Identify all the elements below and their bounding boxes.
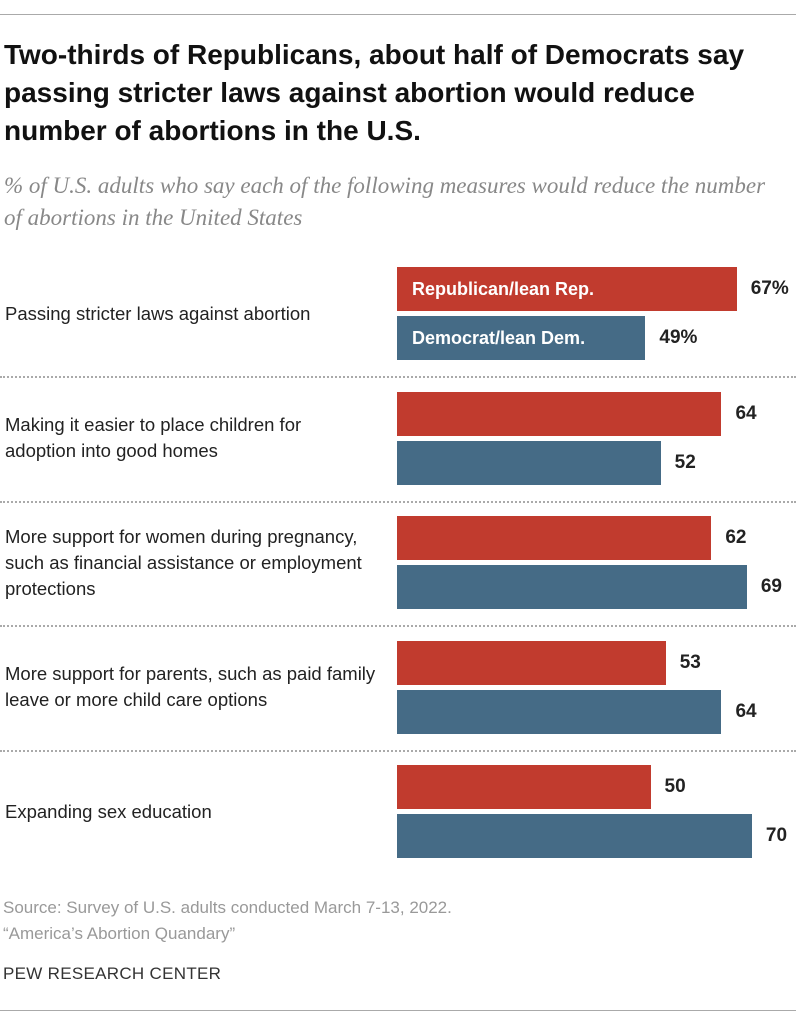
category-label: More support for parents, such as paid f… bbox=[5, 663, 376, 710]
category-label: Expanding sex education bbox=[5, 800, 212, 822]
bar bbox=[397, 391, 722, 436]
value-label: 64 bbox=[735, 402, 757, 424]
value-label: 53 bbox=[679, 651, 701, 673]
bar bbox=[397, 765, 651, 809]
category-label: Making it easier to place children for a… bbox=[5, 414, 302, 461]
category-label: More support for women during pregnancy,… bbox=[5, 525, 362, 599]
separator bbox=[0, 625, 796, 627]
bar bbox=[397, 267, 737, 311]
value-label: 64 bbox=[735, 700, 757, 722]
bar bbox=[397, 316, 646, 360]
category-label: Passing stricter laws against abortion bbox=[5, 302, 311, 324]
top-rule bbox=[0, 14, 796, 15]
legend-label: Republican/lean Rep. bbox=[412, 279, 595, 299]
bar bbox=[397, 689, 722, 734]
bar bbox=[397, 640, 666, 685]
note: Source: Survey of U.S. adults conducted … bbox=[3, 898, 452, 917]
bar bbox=[397, 814, 752, 858]
bar bbox=[397, 440, 661, 485]
value-label: 62 bbox=[725, 527, 747, 548]
value-label: 70 bbox=[765, 825, 788, 846]
bar bbox=[397, 565, 747, 609]
separator bbox=[0, 376, 796, 378]
chart-title: Two-thirds of Republicans, about half of… bbox=[4, 39, 745, 146]
separator bbox=[0, 749, 796, 752]
legend-label: Democrat/lean Dem. bbox=[412, 328, 586, 348]
chart-subtitle: % of U.S. adults who say each of the fol… bbox=[4, 173, 766, 230]
value-label: 67% bbox=[750, 278, 789, 299]
bottom-rule bbox=[0, 1010, 796, 1011]
separator bbox=[0, 500, 796, 503]
source: PEW RESEARCH CENTER bbox=[3, 964, 222, 983]
bar bbox=[397, 516, 712, 560]
value-label: 49% bbox=[659, 327, 698, 348]
value-label: 52 bbox=[674, 451, 696, 473]
value-label: 50 bbox=[664, 776, 686, 797]
note: “America’s Abortion Quandary” bbox=[3, 924, 236, 943]
value-label: 69 bbox=[760, 576, 782, 597]
